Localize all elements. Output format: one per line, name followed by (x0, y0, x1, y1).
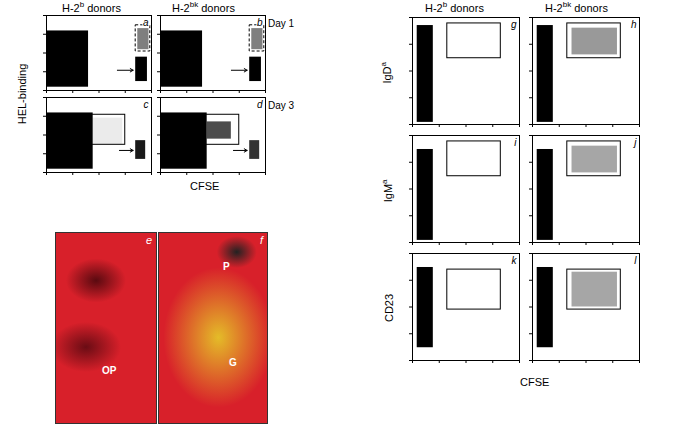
html-text:CFSE: CFSE (190, 180, 220, 192)
html-text:OP: OP (102, 365, 117, 376)
svg-text:c: c (144, 99, 149, 110)
html-text:IgD: IgD (380, 66, 393, 84)
svg-text:b: b (257, 17, 263, 28)
html-text:CD23: CD23 (383, 293, 396, 323)
html-text:HEL-binding: HEL-binding (16, 63, 29, 125)
html-text:e: e (145, 234, 152, 246)
html-text:H-2bdonors: H-2bdonors (425, 0, 484, 14)
svg-text:d: d (257, 99, 263, 110)
html-text:H-2bdonors: H-2bdonors (62, 0, 121, 14)
svg-text:l: l (634, 255, 637, 266)
html-text:IgM: IgM (381, 183, 394, 203)
html-text:Day 1: Day 1 (268, 18, 295, 29)
svg-text:h: h (631, 19, 637, 30)
svg-text:j: j (632, 137, 637, 148)
html-text:G: G (229, 357, 237, 368)
html-text:a: a (379, 179, 389, 184)
html-text:P: P (223, 261, 230, 272)
svg-text:a: a (143, 17, 149, 28)
svg-text:i: i (514, 137, 517, 148)
html-text:Day 3: Day 3 (268, 100, 295, 111)
html-text:H-2bkdonors: H-2bkdonors (172, 0, 235, 14)
html-text:H-2bkdonors: H-2bkdonors (545, 0, 608, 14)
html-text:f: f (259, 234, 263, 246)
svg-text:g: g (511, 19, 517, 30)
html-text:a: a (379, 62, 388, 67)
html-text:CFSE: CFSE (520, 376, 550, 388)
svg-text:k: k (512, 255, 518, 266)
